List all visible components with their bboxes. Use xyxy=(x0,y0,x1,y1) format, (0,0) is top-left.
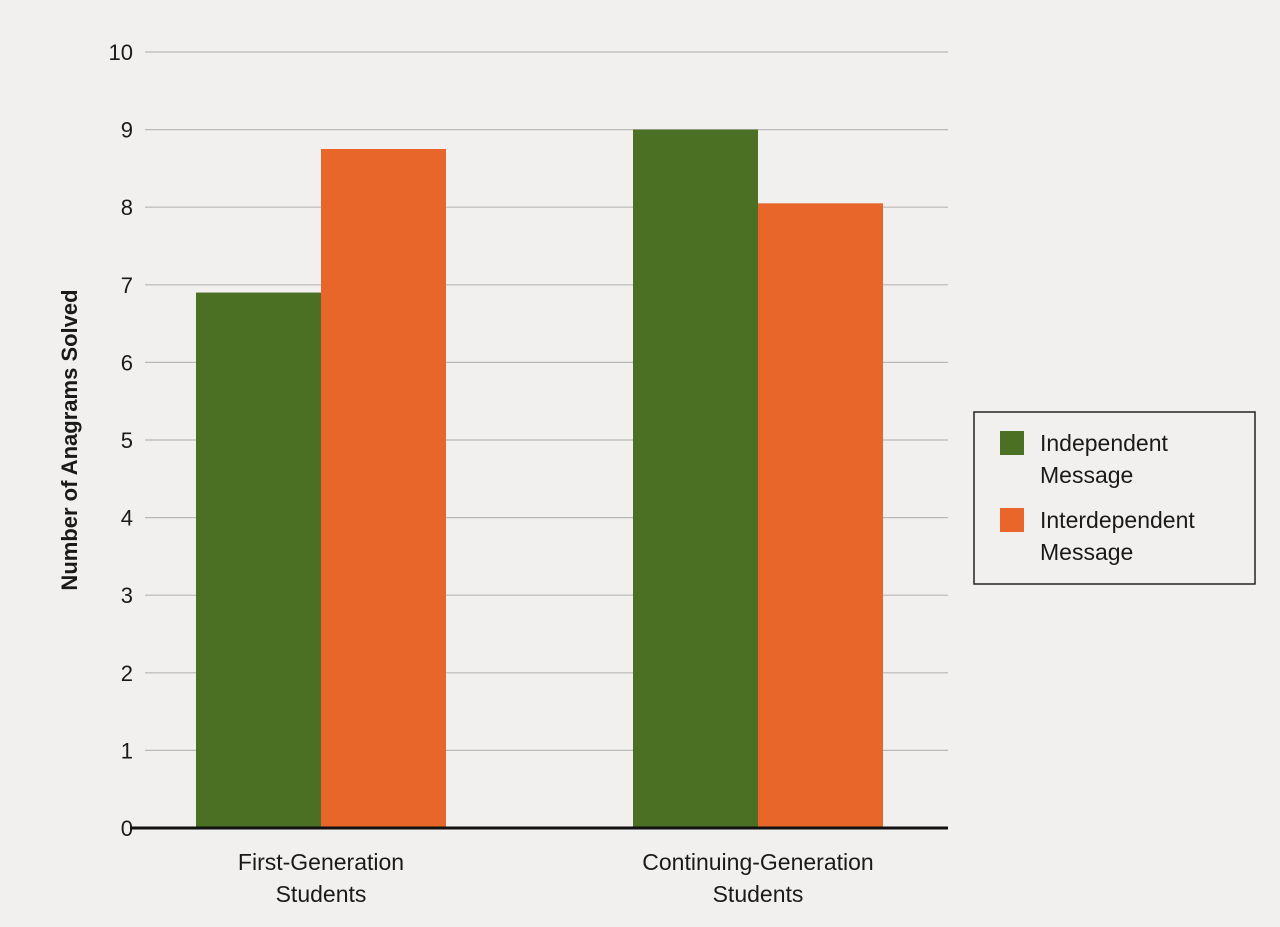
legend-swatch xyxy=(1000,431,1024,455)
y-tick-label: 8 xyxy=(121,195,133,220)
y-tick-label: 6 xyxy=(121,350,133,375)
y-tick-label: 7 xyxy=(121,273,133,298)
y-tick-label: 2 xyxy=(121,661,133,686)
x-category-label: Continuing-Generation xyxy=(642,849,873,875)
x-category-label: Students xyxy=(713,881,804,907)
y-tick-label: 5 xyxy=(121,428,133,453)
bar-interdependent-continuing-generation xyxy=(758,203,883,828)
bar-independent-first-generation xyxy=(196,292,321,828)
legend-box xyxy=(973,411,1256,585)
legend-swatch xyxy=(1000,508,1024,532)
y-tick-label: 9 xyxy=(121,118,133,143)
y-axis-label: Number of Anagrams Solved xyxy=(57,289,82,590)
y-tick-label: 4 xyxy=(121,506,133,531)
bar-interdependent-first-generation xyxy=(321,149,446,828)
x-category-label: Students xyxy=(276,881,367,907)
y-tick-label: 1 xyxy=(121,738,133,763)
y-tick-label: 0 xyxy=(121,816,133,841)
x-category-label: First-Generation xyxy=(238,849,404,875)
legend-label: Message xyxy=(1040,539,1133,565)
y-tick-label: 10 xyxy=(109,40,133,65)
legend-label: Message xyxy=(1040,462,1133,488)
legend-label: Interdependent xyxy=(1040,507,1195,533)
legend-label: Independent xyxy=(1040,430,1169,456)
y-tick-label: 3 xyxy=(121,583,133,608)
bar-independent-continuing-generation xyxy=(633,129,758,829)
